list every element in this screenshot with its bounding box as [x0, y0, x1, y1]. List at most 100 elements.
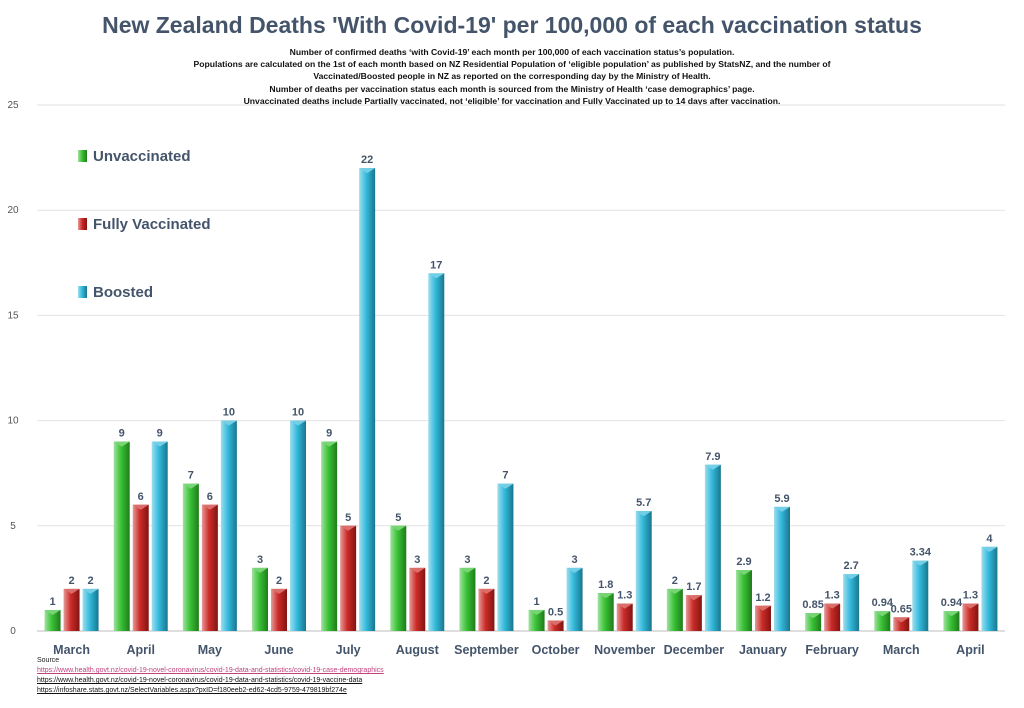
bar-cap — [63, 588, 80, 594]
data-label: 9 — [326, 428, 332, 440]
data-label: 1.3 — [824, 590, 839, 602]
bar-cap — [755, 605, 771, 611]
data-label: 5.7 — [636, 497, 651, 509]
bar-cap — [459, 567, 476, 573]
source-link[interactable]: https://www.health.govt.nz/covid-19-nove… — [37, 677, 363, 684]
bar-cap — [874, 611, 891, 617]
subtitle-line: Unvaccinated deaths include Partially va… — [243, 95, 781, 106]
data-label: 2 — [276, 575, 282, 587]
bar-cap — [805, 613, 822, 619]
legend-swatch — [78, 286, 87, 298]
data-label: 3.34 — [910, 547, 932, 559]
bar — [478, 588, 495, 631]
bar-cap — [774, 506, 790, 512]
data-label: 1.3 — [617, 590, 632, 602]
bar-cap — [478, 588, 495, 594]
bar-cap — [182, 483, 199, 489]
bar — [290, 420, 306, 631]
bar-cap — [321, 441, 338, 447]
bar-cap — [359, 168, 376, 174]
data-label: 2.9 — [736, 556, 751, 568]
x-tick-label: February — [805, 643, 859, 657]
bar — [805, 613, 822, 631]
data-label: 0.5 — [548, 606, 563, 618]
chart-subtitle: Number of confirmed deaths ‘with Covid-1… — [100, 46, 924, 107]
y-tick-label: 15 — [7, 310, 19, 321]
data-label: 0.65 — [891, 603, 912, 615]
data-label: 1 — [50, 596, 56, 608]
data-label: 5 — [395, 512, 401, 524]
data-label: 1.7 — [686, 581, 701, 593]
data-label: 0.85 — [802, 599, 823, 611]
x-tick-label: June — [264, 643, 293, 657]
bar — [704, 464, 721, 631]
legend-swatch — [78, 218, 87, 230]
bar — [962, 603, 979, 631]
source-link[interactable]: https://infoshare.stats.govt.nz/SelectVa… — [37, 687, 347, 694]
subtitle-line: Number of deaths per vaccination status … — [269, 83, 755, 94]
y-tick-label: 20 — [7, 205, 19, 216]
x-tick-label: November — [594, 643, 655, 657]
x-tick-label: January — [739, 643, 787, 657]
data-label: 9 — [157, 428, 163, 440]
x-tick-label: August — [396, 643, 440, 657]
bar — [685, 595, 702, 631]
bar — [666, 588, 683, 631]
subtitle-line: Vaccinated/Boosted people in NZ as repor… — [313, 71, 711, 82]
data-label: 0.94 — [941, 597, 963, 609]
bar-cap — [428, 273, 445, 279]
data-label: 6 — [207, 491, 213, 503]
data-label: 2.7 — [843, 560, 858, 572]
bar — [220, 420, 237, 631]
bar-cap — [271, 588, 287, 594]
bar — [428, 273, 445, 631]
bar — [755, 605, 771, 631]
bar-cap — [252, 567, 268, 573]
data-label: 2 — [483, 575, 489, 587]
bar — [409, 567, 426, 631]
bar-cap — [151, 441, 168, 447]
data-label: 3 — [414, 554, 420, 566]
bar-cap — [390, 525, 407, 531]
source-link[interactable]: https://www.health.govt.nz/covid-19-nove… — [37, 667, 384, 674]
bar-cap — [685, 595, 702, 601]
bar-cap — [597, 593, 614, 599]
x-tick-label: May — [198, 643, 222, 657]
bar-cap — [82, 588, 99, 594]
bar-cap — [943, 611, 960, 617]
legend-swatch — [78, 150, 87, 162]
data-label: 1.3 — [963, 590, 978, 602]
bar-cap — [220, 420, 237, 426]
legend-label: Unvaccinated — [93, 148, 191, 165]
bar-cap — [566, 567, 583, 573]
data-label: 2 — [672, 575, 678, 587]
bar — [943, 611, 960, 631]
data-label: 3 — [257, 554, 263, 566]
bar — [340, 525, 357, 631]
bar — [736, 569, 752, 631]
x-tick-label: March — [883, 643, 920, 657]
bar — [44, 609, 61, 631]
legend-label: Fully Vaccinated — [93, 216, 211, 233]
data-label: 0.94 — [872, 597, 894, 609]
bar — [774, 506, 790, 631]
bar-cap — [962, 603, 979, 609]
data-label: 17 — [430, 259, 442, 271]
subtitle-line: Number of confirmed deaths ‘with Covid-1… — [289, 47, 735, 57]
x-tick-label: October — [532, 643, 580, 657]
bar — [616, 603, 633, 631]
subtitle-line: Populations are calculated on the 1st of… — [193, 59, 831, 70]
bar — [843, 574, 860, 631]
bar-cap — [132, 504, 149, 510]
data-label: 7 — [188, 470, 194, 482]
bar — [547, 620, 564, 631]
data-label: 7.9 — [705, 451, 720, 463]
data-label: 9 — [119, 428, 125, 440]
data-label: 1.8 — [598, 579, 613, 591]
bar — [459, 567, 476, 631]
bar-cap — [290, 420, 306, 426]
bar-cap — [981, 546, 998, 552]
bar — [597, 593, 614, 631]
